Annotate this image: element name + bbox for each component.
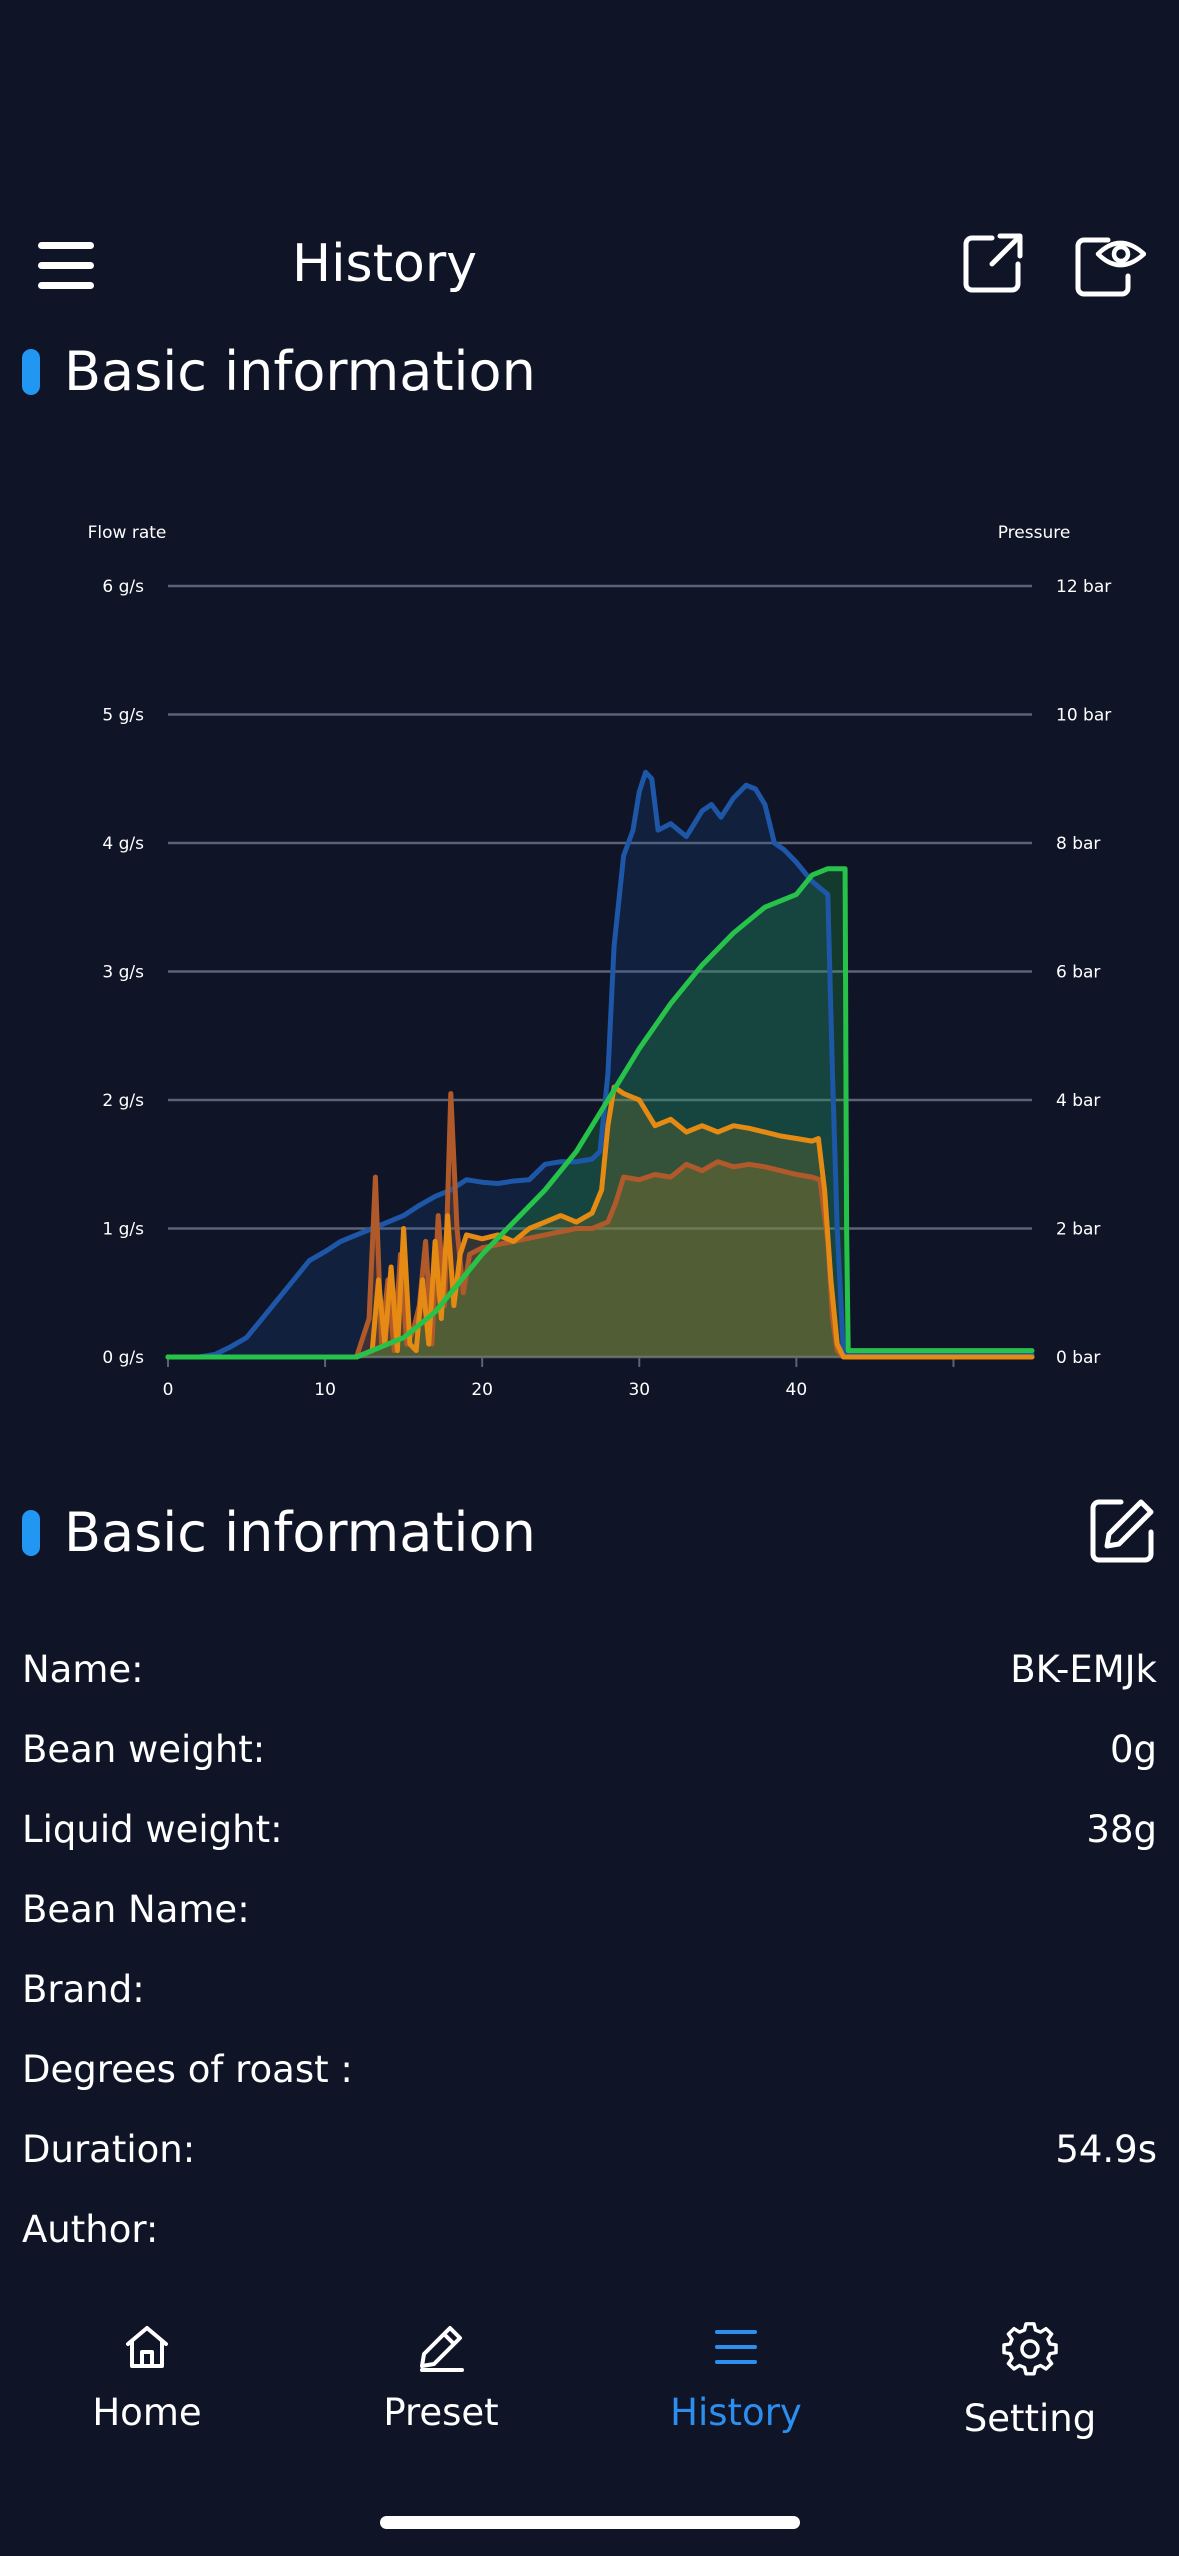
page-title: History xyxy=(292,234,477,294)
x-tick-label: 40 xyxy=(786,1380,808,1400)
right-tick-label: 12 bar xyxy=(1056,577,1111,597)
eye-icon[interactable] xyxy=(1074,232,1146,298)
info-label: Bean Name: xyxy=(22,1888,250,1931)
left-tick-label: 4 g/s xyxy=(102,834,144,854)
info-label: Author: xyxy=(22,2208,159,2251)
info-label: Brand: xyxy=(22,1968,145,2011)
info-label: Name: xyxy=(22,1648,144,1691)
info-label: Bean weight: xyxy=(22,1728,266,1771)
pencil-icon xyxy=(420,2326,464,2372)
left-tick-label: 1 g/s xyxy=(102,1220,144,1240)
share-icon[interactable] xyxy=(962,232,1024,294)
series-line-2 xyxy=(165,1084,1035,1360)
right-tick-label: 6 bar xyxy=(1056,963,1100,983)
tab-home[interactable]: Home xyxy=(27,2300,267,2450)
home-icon xyxy=(126,2326,168,2368)
chart-section-header: Basic information xyxy=(22,339,1157,409)
info-row-name: Name: BK-EMJk xyxy=(22,1640,1157,1700)
series-line-0 xyxy=(165,769,1035,1360)
left-tick-label: 3 g/s xyxy=(102,963,144,983)
left-tick-label: 0 g/s xyxy=(102,1348,144,1368)
right-tick-label: 2 bar xyxy=(1056,1220,1100,1240)
tab-setting[interactable]: Setting xyxy=(910,2300,1150,2450)
series-line-3 xyxy=(165,866,1035,1360)
info-value: 54.9s xyxy=(1055,2128,1157,2171)
info-label: Degrees of roast : xyxy=(22,2048,353,2091)
tab-label: Preset xyxy=(383,2391,499,2434)
left-axis-title: Flow rate xyxy=(88,523,167,543)
series-area-3 xyxy=(168,868,1032,1357)
x-tick-label: 10 xyxy=(314,1380,336,1400)
info-section-header: Basic information xyxy=(22,1499,1157,1570)
x-tick-label: 30 xyxy=(628,1380,650,1400)
bottom-tab-bar: Home Preset History Setting xyxy=(0,2300,1179,2460)
info-label: Duration: xyxy=(22,2128,196,2171)
right-axis-title: Pressure xyxy=(998,523,1071,543)
info-row-bean-name: Bean Name: xyxy=(22,1880,1157,1940)
info-row-duration: Duration: 54.9s xyxy=(22,2120,1157,2180)
right-tick-label: 0 bar xyxy=(1056,1348,1100,1368)
info-row-liquid-weight: Liquid weight: 38g xyxy=(22,1800,1157,1860)
gear-icon xyxy=(1002,2322,1058,2376)
info-value: BK-EMJk xyxy=(1010,1648,1157,1691)
tab-label: Home xyxy=(92,2391,202,2434)
info-label: Liquid weight: xyxy=(22,1808,283,1851)
series-area-0 xyxy=(168,772,1032,1357)
extraction-chart: Flow rate Pressure 0 g/s 0 bar 1 g/s 2 bar 2 g… xyxy=(88,523,1112,1400)
section-accent-bar xyxy=(22,349,40,395)
top-bar: History xyxy=(0,210,1179,320)
tab-history[interactable]: History xyxy=(616,2300,856,2450)
info-row-roast: Degrees of roast : xyxy=(22,2040,1157,2100)
info-row-bean-weight: Bean weight: 0g xyxy=(22,1720,1157,1780)
section-title: Basic information xyxy=(64,1501,536,1564)
list-icon xyxy=(715,2330,757,2364)
tab-label: History xyxy=(670,2391,802,2434)
info-value: 38g xyxy=(1086,1808,1157,1851)
edit-icon[interactable] xyxy=(1087,1496,1157,1566)
right-tick-label: 8 bar xyxy=(1056,834,1100,854)
section-accent-bar xyxy=(22,1510,40,1556)
section-title: Basic information xyxy=(64,340,536,403)
info-value: 0g xyxy=(1109,1728,1157,1771)
tab-preset[interactable]: Preset xyxy=(321,2300,561,2450)
info-row-brand: Brand: xyxy=(22,1960,1157,2020)
right-tick-label: 4 bar xyxy=(1056,1091,1100,1111)
right-tick-label: 10 bar xyxy=(1056,706,1111,726)
left-tick-label: 6 g/s xyxy=(102,577,144,597)
x-tick-label: 0 xyxy=(163,1380,174,1400)
left-tick-label: 5 g/s xyxy=(102,706,144,726)
series-area-2 xyxy=(168,1087,1032,1357)
tab-label: Setting xyxy=(963,2397,1097,2440)
home-indicator xyxy=(380,2516,800,2529)
menu-icon[interactable] xyxy=(38,240,96,290)
x-tick-label: 20 xyxy=(471,1380,493,1400)
info-row-author: Author: xyxy=(22,2200,1157,2260)
left-tick-label: 2 g/s xyxy=(102,1091,144,1111)
